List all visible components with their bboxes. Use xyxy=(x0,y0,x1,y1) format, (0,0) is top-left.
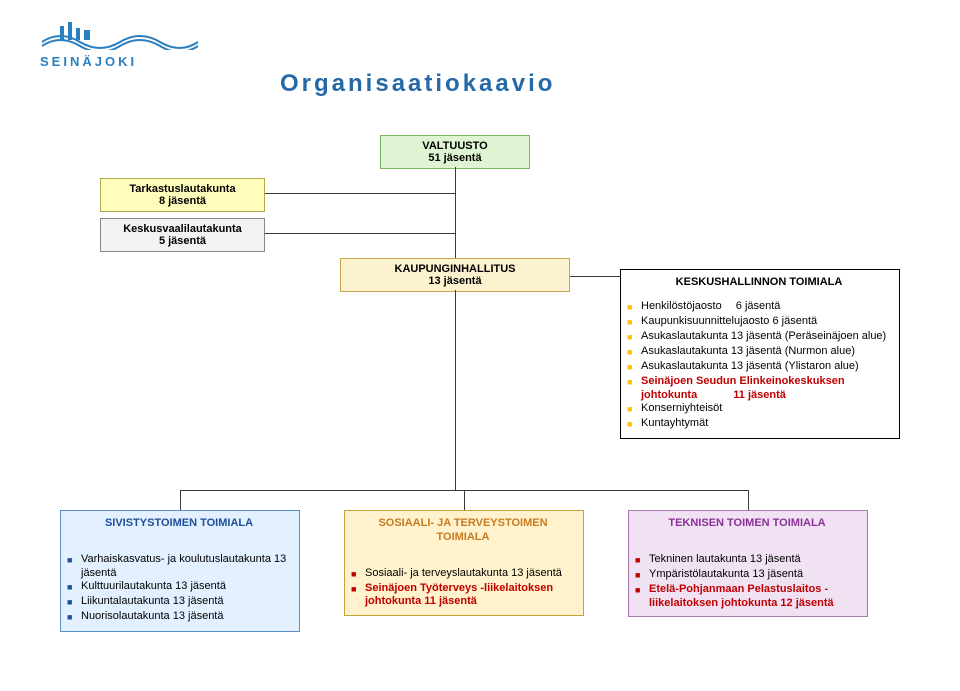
keskus-list: ■ Henkilöstöjaosto 6 jäsentä ■ Kaupunkisuun… xyxy=(627,300,891,433)
list-item-label: Tekninen lautakunta 13 jäsentä xyxy=(649,553,859,567)
list-item-label: Etelä-Pohjanmaan Pelastuslaitos -liikela… xyxy=(649,583,859,611)
logo-text: SEINÄJOKI xyxy=(40,54,200,69)
tarkastus-l2: 8 jäsentä xyxy=(111,195,254,207)
valtuusto-l2: 51 jäsentä xyxy=(391,152,519,164)
hallitus-l1: KAUPUNGINHALLITUS xyxy=(351,263,559,275)
conn xyxy=(180,490,181,510)
kvaali-l1: Keskusvaalilautakunta xyxy=(111,223,254,235)
hallitus-box: KAUPUNGINHALLITUS 13 jäsentä xyxy=(340,258,570,292)
list-item-label: Kuntayhtymät xyxy=(641,417,891,431)
valtuusto-box: VALTUUSTO 51 jäsentä xyxy=(380,135,530,169)
tek-list: ■ Tekninen lautakunta 13 jäsentä ■ Ympärist… xyxy=(635,553,859,611)
list-item: ■ Tekninen lautakunta 13 jäsentä xyxy=(635,553,859,568)
conn xyxy=(455,290,456,490)
bullet-icon: ■ xyxy=(627,402,635,417)
sivistys-box: SIVISTYSTOIMEN TOIMIALA ■ Varhaiskasvatus… xyxy=(60,510,300,632)
bullet-icon: ■ xyxy=(627,375,635,390)
list-item-label: Sosiaali- ja terveyslautakunta 13 jäsent… xyxy=(365,567,575,581)
tarkastus-l1: Tarkastuslautakunta xyxy=(111,183,254,195)
list-item-label: Ympäristölautakunta 13 jäsentä xyxy=(649,568,859,582)
list-item: ■ Ympäristölautakunta 13 jäsentä xyxy=(635,568,859,583)
list-item-label: Nuorisolautakunta 13 jäsentä xyxy=(81,610,291,624)
sos-list: ■ Sosiaali- ja terveyslautakunta 13 jäsen… xyxy=(351,567,575,610)
bullet-icon: ■ xyxy=(635,553,643,568)
bullet-icon: ■ xyxy=(627,315,635,330)
list-item: ■ Henkilöstöjaosto 6 jäsentä xyxy=(627,300,891,315)
list-item: ■ Seinäjoen Työterveys -liikelaitoksen jo… xyxy=(351,582,575,610)
list-item-label: Henkilöstöjaosto 6 jäsentä xyxy=(641,300,891,314)
list-item-label: Varhaiskasvatus- ja koulutuslautakunta 1… xyxy=(81,553,291,581)
conn xyxy=(748,490,749,510)
list-item: ■ Varhaiskasvatus- ja koulutuslautakunta … xyxy=(67,553,291,581)
list-item-label: Asukaslautakunta 13 jäsentä (Ylistaron a… xyxy=(641,360,891,374)
list-item: ■ Konserniyhteisöt xyxy=(627,402,891,417)
list-item: ■ Asukaslautakunta 13 jäsentä (Peräseinäj… xyxy=(627,330,891,345)
conn xyxy=(455,167,456,258)
list-item-label: Asukaslautakunta 13 jäsentä (Peräseinäjo… xyxy=(641,330,891,344)
list-item: ■ Etelä-Pohjanmaan Pelastuslaitos -liikel… xyxy=(635,583,859,611)
sos-header: SOSIAALI- JA TERVEYSTOIMEN TOIMIALA xyxy=(351,517,575,545)
bullet-icon: ■ xyxy=(627,360,635,375)
bullet-icon: ■ xyxy=(67,595,75,610)
list-item-label: Kaupunkisuunnittelujaosto 6 jäsentä xyxy=(641,315,891,329)
siv-header: SIVISTYSTOIMEN TOIMIALA xyxy=(67,517,291,531)
sosiaali-box: SOSIAALI- JA TERVEYSTOIMEN TOIMIALA ■ Sos… xyxy=(344,510,584,616)
conn xyxy=(464,490,465,510)
bullet-icon: ■ xyxy=(627,300,635,315)
bullet-icon: ■ xyxy=(627,417,635,432)
bullet-icon: ■ xyxy=(627,330,635,345)
list-item: ■ Kuntayhtymät xyxy=(627,417,891,432)
bullet-icon: ■ xyxy=(67,580,75,595)
tek-header: TEKNISEN TOIMEN TOIMIALA xyxy=(635,517,859,531)
list-item-label: Seinäjoen Seudun Elinkeinokeskuksen joht… xyxy=(641,375,891,403)
list-item-label: Kulttuurilautakunta 13 jäsentä xyxy=(81,580,291,594)
tarkastus-box: Tarkastuslautakunta 8 jäsentä xyxy=(100,178,265,212)
bullet-icon: ■ xyxy=(627,345,635,360)
list-item: ■ Asukaslautakunta 13 jäsentä (Ylistaron … xyxy=(627,360,891,375)
bullet-icon: ■ xyxy=(67,553,75,568)
conn xyxy=(570,276,620,277)
keskus-header: KESKUSHALLINNON TOIMIALA xyxy=(627,276,891,290)
list-item-label: Seinäjoen Työterveys -liikelaitoksen joh… xyxy=(365,582,575,610)
list-item: ■ Kaupunkisuunnittelujaosto 6 jäsentä xyxy=(627,315,891,330)
bullet-icon: ■ xyxy=(351,582,359,597)
list-item: ■ Nuorisolautakunta 13 jäsentä xyxy=(67,610,291,625)
list-item-label: Liikuntalautakunta 13 jäsentä xyxy=(81,595,291,609)
list-item: ■ Sosiaali- ja terveyslautakunta 13 jäsen… xyxy=(351,567,575,582)
list-item: ■ Liikuntalautakunta 13 jäsentä xyxy=(67,595,291,610)
bullet-icon: ■ xyxy=(635,583,643,598)
conn xyxy=(265,233,455,234)
tekninen-box: TEKNISEN TOIMEN TOIMIALA ■ Tekninen lauta… xyxy=(628,510,868,617)
seinajoki-logo: SEINÄJOKI xyxy=(40,20,200,69)
list-item-label: Asukaslautakunta 13 jäsentä (Nurmon alue… xyxy=(641,345,891,359)
kvaali-l2: 5 jäsentä xyxy=(111,235,254,247)
conn xyxy=(265,193,455,194)
siv-list: ■ Varhaiskasvatus- ja koulutuslautakunta … xyxy=(67,553,291,626)
valtuusto-l1: VALTUUSTO xyxy=(391,140,519,152)
keskushallinto-box: KESKUSHALLINNON TOIMIALA ■ Henkilöstöjaos… xyxy=(620,269,900,439)
bullet-icon: ■ xyxy=(67,610,75,625)
list-item: ■ Kulttuurilautakunta 13 jäsentä xyxy=(67,580,291,595)
bullet-icon: ■ xyxy=(351,567,359,582)
list-item-label: Konserniyhteisöt xyxy=(641,402,891,416)
keskusvaali-box: Keskusvaalilautakunta 5 jäsentä xyxy=(100,218,265,252)
page-title: Organisaatiokaavio xyxy=(280,70,555,98)
bullet-icon: ■ xyxy=(635,568,643,583)
list-item: ■ Asukaslautakunta 13 jäsentä (Nurmon alu… xyxy=(627,345,891,360)
hallitus-l2: 13 jäsentä xyxy=(351,275,559,287)
list-item: ■ Seinäjoen Seudun Elinkeinokeskuksen joh… xyxy=(627,375,891,403)
